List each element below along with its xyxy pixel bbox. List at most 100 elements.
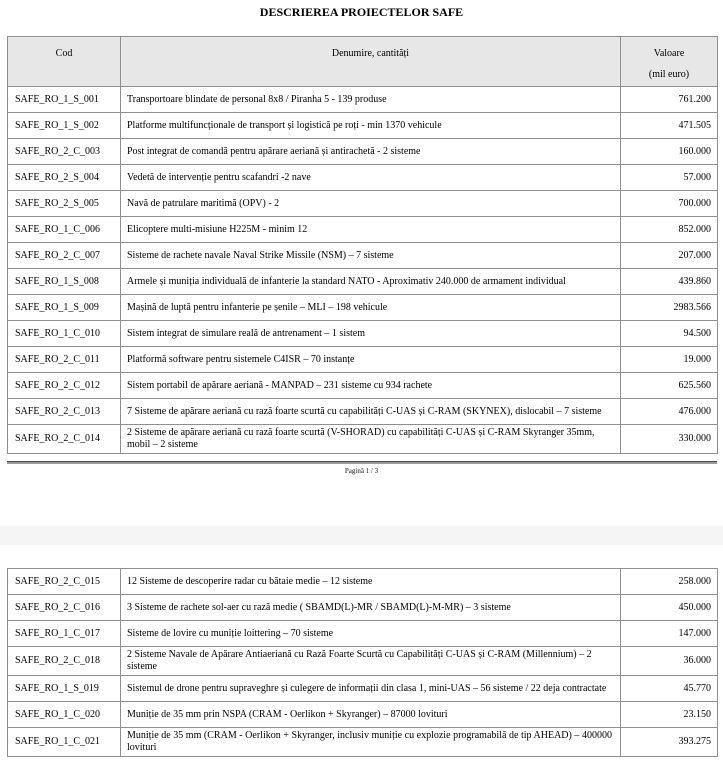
project-value-cell: 160.000 [620, 138, 718, 165]
project-description-cell: Platforme multifuncționale de transport … [120, 112, 621, 139]
project-description-cell: Transportoare blindate de personal 8x8 /… [120, 86, 621, 113]
project-description-cell: Navă de patrulare maritimă (OPV) - 2 [120, 190, 621, 217]
header-valoare-label: Valoare [653, 48, 685, 59]
project-value-cell: 2983.566 [620, 294, 718, 321]
project-description-cell: Post integrat de comandă pentru apărare … [120, 138, 621, 165]
table-row: SAFE_RO_2_C_003 Post integrat de comandă… [7, 138, 718, 165]
page-gap-band [0, 526, 723, 545]
table-row: SAFE_RO_1_C_006 Elicoptere multi-misiune… [7, 216, 718, 243]
page-number: Pagină 1 / 3 [344, 467, 379, 475]
page-title: DESCRIEREA PROIECTELOR SAFE [259, 5, 464, 19]
project-description-cell: 7 Sisteme de apărare aeriană cu rază foa… [120, 398, 621, 425]
table-row: SAFE_RO_1_C_020 Muniție de 35 mm prin NS… [7, 701, 718, 728]
project-description-cell: Sisteme de rachete navale Naval Strike M… [120, 242, 621, 269]
footer-divider [7, 461, 717, 464]
project-code-cell: SAFE_RO_1_S_019 [7, 675, 121, 702]
project-description-cell: Sistem integrat de simulare reală de ant… [120, 320, 621, 347]
header-denumire: Denumire, cantități [120, 36, 621, 87]
project-description-cell: Platformă software pentru sistemele C4IS… [120, 346, 621, 373]
project-code-cell: SAFE_RO_1_C_006 [7, 216, 121, 243]
project-description-cell: Muniție de 35 mm prin NSPA (CRAM - Oerli… [120, 701, 621, 728]
project-description-cell: Sistem portabil de apărare aeriană - MAN… [120, 372, 621, 399]
project-value-cell: 700.000 [620, 190, 718, 217]
project-value-cell: 258.000 [620, 568, 718, 595]
table-row: SAFE_RO_2_C_007 Sisteme de rachete naval… [7, 242, 718, 269]
table-row: SAFE_RO_2_C_013 7 Sisteme de apărare aer… [7, 398, 718, 425]
project-value-cell: 57.000 [620, 164, 718, 191]
project-description-cell: 2 Sisteme de apărare aeriană cu rază foa… [120, 424, 621, 454]
project-value-cell: 147.000 [620, 620, 718, 647]
table-body-page2: SAFE_RO_2_C_015 12 Sisteme de descoperir… [7, 568, 718, 757]
project-code-cell: SAFE_RO_2_C_015 [7, 568, 121, 595]
project-code-cell: SAFE_RO_1_S_001 [7, 86, 121, 113]
project-code-cell: SAFE_RO_2_C_011 [7, 346, 121, 373]
project-code-cell: SAFE_RO_2_S_004 [7, 164, 121, 191]
header-row: Cod Denumire, cantități Valoare (mil eur… [7, 36, 718, 87]
table-row: SAFE_RO_2_S_005 Navă de patrulare mariti… [7, 190, 718, 217]
project-description-cell: 12 Sisteme de descoperire radar cu bătai… [120, 568, 621, 595]
table-row: SAFE_RO_1_S_019 Sistemul de drone pentru… [7, 675, 718, 702]
table-body-page1: SAFE_RO_1_S_001 Transportoare blindate d… [7, 86, 718, 454]
project-description-cell: 3 Sisteme de rachete sol-aer cu rază med… [120, 594, 621, 621]
table-row: SAFE_RO_1_C_017 Sisteme de lovire cu mun… [7, 620, 718, 647]
project-code-cell: SAFE_RO_1_C_020 [7, 701, 121, 728]
project-value-cell: 476.000 [620, 398, 718, 425]
project-description-cell: Vedetă de intervenție pentru scafandri -… [120, 164, 621, 191]
project-description-cell: Armele și muniția individuală de infante… [120, 268, 621, 295]
project-value-cell: 393.275 [620, 727, 718, 757]
table-row: SAFE_RO_1_S_008 Armele și muniția indivi… [7, 268, 718, 295]
project-code-cell: SAFE_RO_2_C_016 [7, 594, 121, 621]
project-value-cell: 450.000 [620, 594, 718, 621]
project-description-cell: 2 Sisteme Navale de Apărare Antiaeriană … [120, 646, 621, 676]
table-row: SAFE_RO_1_S_001 Transportoare blindate d… [7, 86, 718, 113]
project-code-cell: SAFE_RO_1_C_017 [7, 620, 121, 647]
table-row: SAFE_RO_2_C_014 2 Sisteme de apărare aer… [7, 424, 718, 454]
project-value-cell: 471.505 [620, 112, 718, 139]
table-row: SAFE_RO_2_C_012 Sistem portabil de apăra… [7, 372, 718, 399]
project-description-cell: Muniție de 35 mm (CRAM - Oerlikon + Skyr… [120, 727, 621, 757]
table-row: SAFE_RO_1_C_010 Sistem integrat de simul… [7, 320, 718, 347]
project-value-cell: 19.000 [620, 346, 718, 373]
table-row: SAFE_RO_1_S_009 Mașină de luptă pentru i… [7, 294, 718, 321]
project-value-cell: 439.860 [620, 268, 718, 295]
table-row: SAFE_RO_1_S_002 Platforme multifuncționa… [7, 112, 718, 139]
table-row: SAFE_RO_2_C_018 2 Sisteme Navale de Apăr… [7, 646, 718, 676]
project-description-cell: Sistemul de drone pentru supraveghre și … [120, 675, 621, 702]
safe-projects-table-page2: SAFE_RO_2_C_015 12 Sisteme de descoperir… [7, 568, 718, 757]
project-code-cell: SAFE_RO_2_S_005 [7, 190, 121, 217]
project-value-cell: 45.770 [620, 675, 718, 702]
table-row: SAFE_RO_2_S_004 Vedetă de intervenție pe… [7, 164, 718, 191]
project-code-cell: SAFE_RO_2_C_018 [7, 646, 121, 676]
project-code-cell: SAFE_RO_1_C_021 [7, 727, 121, 757]
project-code-cell: SAFE_RO_2_C_003 [7, 138, 121, 165]
table-header: Cod Denumire, cantități Valoare (mil eur… [7, 36, 718, 87]
header-cod: Cod [7, 36, 121, 87]
safe-projects-table-page1: Cod Denumire, cantități Valoare (mil eur… [7, 36, 718, 454]
table-row: SAFE_RO_2_C_015 12 Sisteme de descoperir… [7, 568, 718, 595]
project-description-cell: Sisteme de lovire cu muniție loittering … [120, 620, 621, 647]
project-value-cell: 330.000 [620, 424, 718, 454]
project-description-cell: Elicoptere multi-misiune H225M - minim 1… [120, 216, 621, 243]
project-code-cell: SAFE_RO_1_S_008 [7, 268, 121, 295]
project-code-cell: SAFE_RO_2_C_007 [7, 242, 121, 269]
table-row: SAFE_RO_1_C_021 Muniție de 35 mm (CRAM -… [7, 727, 718, 757]
project-code-cell: SAFE_RO_1_S_002 [7, 112, 121, 139]
project-value-cell: 23.150 [620, 701, 718, 728]
project-description-cell: Mașină de luptă pentru infanterie pe șen… [120, 294, 621, 321]
project-code-cell: SAFE_RO_1_C_010 [7, 320, 121, 347]
project-value-cell: 625.560 [620, 372, 718, 399]
header-valoare-unit: (mil euro) [648, 69, 690, 80]
project-value-cell: 761.200 [620, 86, 718, 113]
project-value-cell: 852.000 [620, 216, 718, 243]
project-value-cell: 94.500 [620, 320, 718, 347]
table-row: SAFE_RO_2_C_011 Platformă software pentr… [7, 346, 718, 373]
project-code-cell: SAFE_RO_2_C_012 [7, 372, 121, 399]
project-code-cell: SAFE_RO_2_C_013 [7, 398, 121, 425]
header-valoare: Valoare (mil euro) [620, 36, 718, 87]
project-code-cell: SAFE_RO_2_C_014 [7, 424, 121, 454]
project-code-cell: SAFE_RO_1_S_009 [7, 294, 121, 321]
project-value-cell: 36.000 [620, 646, 718, 676]
project-value-cell: 207.000 [620, 242, 718, 269]
table-row: SAFE_RO_2_C_016 3 Sisteme de rachete sol… [7, 594, 718, 621]
